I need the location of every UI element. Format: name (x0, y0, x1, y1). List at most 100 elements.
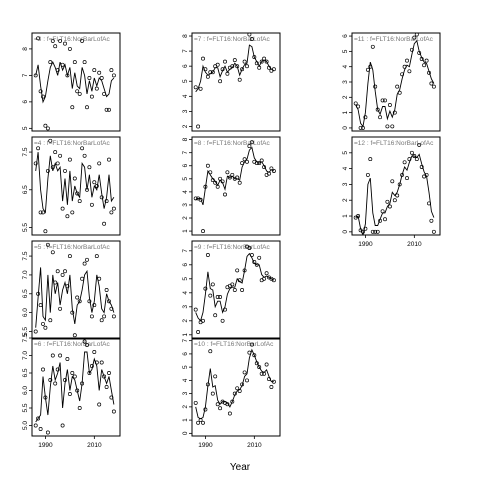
data-point (429, 218, 434, 223)
data-point (107, 157, 111, 162)
data-point (395, 84, 400, 89)
data-point (87, 299, 92, 304)
fit-line (195, 44, 275, 93)
data-point (45, 168, 50, 173)
data-point (58, 38, 63, 43)
y-tick-label: 5 (182, 177, 189, 181)
y-tick-label: 7.5 (22, 333, 29, 342)
data-point (80, 38, 85, 43)
data-point (48, 138, 53, 143)
data-point (75, 295, 80, 300)
data-point (218, 295, 223, 299)
panel-plot-area (193, 342, 276, 425)
fit-line (195, 146, 275, 206)
data-point (230, 172, 235, 177)
data-point (409, 47, 414, 52)
data-point (53, 44, 58, 49)
panel-frame (351, 136, 441, 236)
data-point (249, 342, 254, 347)
y-tick-label: 6 (182, 352, 189, 356)
data-point (99, 318, 104, 323)
data-point (254, 61, 259, 66)
y-tick-label: 5 (22, 126, 29, 130)
data-point (80, 381, 85, 386)
data-point (94, 254, 99, 259)
fit-line (35, 61, 115, 104)
data-point (36, 36, 41, 41)
panel-plot-area (33, 242, 116, 338)
data-point (80, 146, 85, 151)
data-point (397, 90, 402, 95)
data-point (92, 350, 97, 354)
data-point (215, 184, 220, 189)
y-tick-label: 6.5 (22, 368, 29, 377)
data-point (203, 286, 208, 291)
panel-strip-label: =8 : f=FLT16:NorBarLofAc (194, 140, 270, 147)
data-point (412, 154, 417, 158)
data-point (378, 218, 383, 223)
data-point (424, 58, 429, 63)
data-point (356, 214, 361, 218)
y-tick-label: 7 (182, 249, 189, 253)
data-point (196, 420, 201, 425)
data-point (237, 278, 242, 283)
data-point (92, 68, 97, 73)
data-point (262, 165, 267, 170)
data-point (82, 153, 87, 158)
data-point (60, 62, 65, 67)
data-point (97, 70, 102, 75)
data-point (210, 282, 215, 287)
y-tick-label: 1 (182, 418, 189, 422)
data-point (363, 115, 368, 120)
y-tick-label: 4 (182, 291, 189, 295)
y-tick-label: 5.5 (22, 223, 29, 232)
data-point (38, 303, 43, 308)
data-point (111, 314, 116, 319)
data-point (235, 64, 240, 69)
panel-frame (191, 136, 281, 236)
y-tick-label: 6 (182, 263, 189, 267)
data-point (220, 179, 225, 184)
data-point (43, 325, 48, 330)
data-point (225, 402, 230, 407)
data-point (193, 307, 198, 312)
data-point (400, 72, 405, 77)
data-point (104, 107, 109, 112)
data-point (414, 157, 419, 162)
data-point (271, 379, 276, 384)
x-tick-label: 1990 (198, 442, 213, 449)
data-point (43, 229, 48, 234)
data-point (215, 62, 220, 67)
data-point (205, 253, 210, 257)
data-point (264, 271, 269, 276)
data-point (361, 229, 365, 234)
data-point (247, 246, 252, 250)
data-point (208, 170, 213, 175)
data-point (70, 210, 75, 215)
data-point (257, 255, 262, 260)
data-point (97, 161, 102, 166)
data-point (41, 94, 45, 99)
data-point (193, 196, 198, 201)
data-point (109, 68, 114, 73)
data-point (259, 59, 264, 64)
panel-2: =4 : f=FLT16:NorBarLofAc 5.5 6.5 7.5 (22, 136, 121, 236)
data-point (405, 176, 409, 181)
data-point (375, 229, 380, 234)
data-point (109, 210, 114, 215)
data-point (85, 343, 89, 347)
data-point (409, 150, 414, 155)
panel-7: =9 : f=FLT16:NorBarLofAc 1 2 3 4 5 6 7 (182, 240, 281, 340)
data-point (213, 180, 218, 185)
y-tick-label: 6 (22, 100, 29, 104)
data-point (385, 199, 390, 204)
data-point (257, 161, 262, 166)
data-point (50, 250, 55, 255)
panel-9: =11 : f=FLT16:NorBarLofAc 0 1 2 3 4 5 6 (342, 32, 441, 132)
data-point (109, 395, 114, 400)
data-point (365, 67, 370, 72)
y-tick-label: 8 (182, 137, 189, 141)
data-point (89, 314, 94, 319)
fit-line (195, 252, 275, 322)
data-point (356, 104, 361, 109)
